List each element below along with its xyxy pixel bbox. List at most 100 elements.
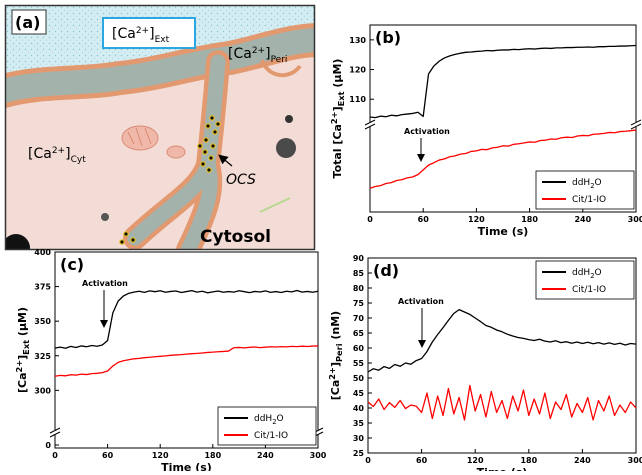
text-part: 2 xyxy=(272,418,276,426)
vesicle xyxy=(285,115,293,123)
legend-label: ddH2O xyxy=(254,414,284,426)
ext-label: [Ca2+]Ext xyxy=(112,26,170,45)
axis-break xyxy=(630,119,642,130)
t: Ext xyxy=(155,35,170,45)
text-part: [Ca xyxy=(329,380,342,401)
cytosol-label: Cytosol xyxy=(200,227,271,247)
y-tick-label: 50 xyxy=(353,374,365,383)
y-axis-title: [Ca2+]Ext (μM) xyxy=(14,307,31,393)
text-part: Total [Ca xyxy=(331,124,344,178)
y-tick-label: 30 xyxy=(353,434,365,443)
text-part: ddH xyxy=(572,268,590,278)
x-tick-label: 60 xyxy=(102,451,114,460)
y-tick-label: 400 xyxy=(34,248,51,257)
panel-label: (d) xyxy=(373,261,399,280)
y-axis-title: Total [Ca2+]Ext (μM) xyxy=(329,59,346,179)
text-part: ddH xyxy=(572,178,590,188)
y-tick-label: 350 xyxy=(34,317,51,326)
t: ] xyxy=(65,146,70,162)
t: ] xyxy=(149,26,154,42)
panel-label: (b) xyxy=(375,28,401,47)
axis-break xyxy=(49,427,61,438)
x-tick-label: 60 xyxy=(418,215,430,224)
y-tick-label: 0 xyxy=(45,441,51,450)
cyt-label: [Ca2+]Cyt xyxy=(28,146,86,165)
text-part: ] xyxy=(16,355,29,360)
y-tick-label: 110 xyxy=(349,95,366,104)
x-tick-label: 180 xyxy=(520,456,537,465)
y-tick-label: 40 xyxy=(353,404,365,413)
text-part: Ext xyxy=(336,91,346,106)
membrane xyxy=(6,28,314,103)
x-axis-title: Time (s) xyxy=(477,466,528,471)
y-tick-label: 35 xyxy=(353,419,365,428)
t: [Ca xyxy=(228,46,252,62)
ca-dots xyxy=(119,115,221,245)
data-line xyxy=(54,345,319,377)
data-line xyxy=(367,308,637,373)
legend-label: ddH2O xyxy=(572,178,602,190)
text-part: Cit/1-IO xyxy=(254,431,288,441)
ext-label-box xyxy=(102,17,196,49)
x-tick-label: 0 xyxy=(52,451,58,460)
data-line xyxy=(369,44,637,119)
y-tick-label: 45 xyxy=(353,389,365,398)
text-part: 2+ xyxy=(14,360,24,373)
axis-break-gap xyxy=(631,122,641,126)
t: [Ca xyxy=(112,26,136,42)
text-part: ] xyxy=(329,362,342,367)
legend-label: Cit/1-IO xyxy=(254,431,288,441)
x-tick-label: 300 xyxy=(310,451,327,460)
text-part: 2 xyxy=(590,272,594,280)
text-part: ddH xyxy=(254,414,272,424)
y-tick-label: 120 xyxy=(349,66,366,75)
annotation: Activation xyxy=(82,279,128,288)
t: Cyt xyxy=(71,155,87,165)
y-tick-label: 85 xyxy=(353,269,365,278)
y-tick-label: 65 xyxy=(353,329,365,338)
x-tick-label: 120 xyxy=(152,451,169,460)
x-tick-label: 240 xyxy=(574,215,591,224)
y-axis-title: [Ca2+]Peri (nM) xyxy=(327,311,344,400)
x-tick-label: 300 xyxy=(628,456,642,465)
text-part: Ext xyxy=(21,340,31,355)
text-part: ] xyxy=(331,106,344,111)
legend-label: ddH2O xyxy=(572,268,602,280)
x-axis-title: Time (s) xyxy=(161,461,212,471)
legend-box xyxy=(217,406,317,446)
text-part: (nM) xyxy=(329,311,342,344)
x-tick-label: 0 xyxy=(367,215,373,224)
t: 2+ xyxy=(52,146,65,156)
t: 2+ xyxy=(252,46,265,56)
legend-label: Cit/1-IO xyxy=(572,285,606,295)
plot-frame xyxy=(369,24,637,213)
y-tick-label: 130 xyxy=(349,36,366,45)
text-part: Peri xyxy=(334,343,344,362)
vesicle xyxy=(6,234,30,249)
panel-a: [Ca2+]Ext [Ca2+]Peri [Ca2+]Cyt OCS Cytos… xyxy=(6,6,314,249)
text-part: 2+ xyxy=(329,111,339,124)
axis-break xyxy=(364,119,376,130)
legend-box xyxy=(535,260,635,300)
text-part: [Ca xyxy=(16,373,29,394)
t: Peri xyxy=(271,55,288,65)
panel-a-frame xyxy=(4,4,316,251)
y-tick-label: 25 xyxy=(353,449,365,458)
text-part: (μM) xyxy=(16,307,29,340)
y-tick-label: 375 xyxy=(34,283,51,292)
x-tick-label: 0 xyxy=(365,456,371,465)
t: [Ca xyxy=(28,146,52,162)
t: 2+ xyxy=(136,26,149,36)
mitochondria xyxy=(121,125,186,159)
panel-label: (a) xyxy=(15,13,40,32)
y-tick-label: 90 xyxy=(353,254,365,263)
panel-label-box xyxy=(11,9,47,35)
x-tick-label: 180 xyxy=(521,215,538,224)
x-tick-label: 120 xyxy=(467,456,484,465)
vesicle xyxy=(101,213,109,221)
data-line xyxy=(54,289,319,349)
axis-break-gap xyxy=(365,122,375,126)
text-part: 2 xyxy=(590,182,594,190)
x-tick-label: 60 xyxy=(416,456,428,465)
y-tick-label: 300 xyxy=(34,386,51,395)
